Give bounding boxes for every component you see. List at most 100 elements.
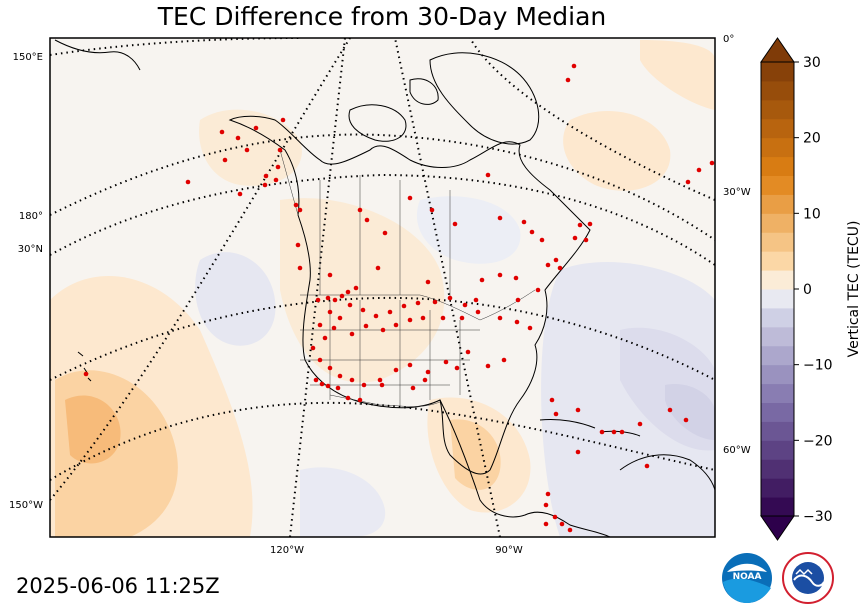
station-marker <box>552 514 558 520</box>
station-marker <box>345 289 351 295</box>
station-marker <box>273 177 279 183</box>
station-marker <box>575 449 581 455</box>
station-marker <box>375 265 381 271</box>
lat-label-30n: 30°N <box>18 244 43 255</box>
station-marker <box>465 349 471 355</box>
station-marker <box>587 221 593 227</box>
station-marker <box>293 202 299 208</box>
station-marker <box>277 147 283 153</box>
station-marker <box>235 135 241 141</box>
station-marker <box>443 359 449 365</box>
south-america-coastline <box>619 454 715 491</box>
station-marker <box>571 63 577 69</box>
lon-label-180: 180° <box>19 211 43 222</box>
station-marker <box>473 297 479 303</box>
station-marker <box>485 172 491 178</box>
station-marker <box>347 302 353 308</box>
colorbar-tick-label: −20 <box>803 433 833 449</box>
state-lines <box>300 300 480 408</box>
nws-logo <box>782 552 834 604</box>
station-marker <box>521 219 527 225</box>
station-marker <box>393 322 399 328</box>
station-marker <box>527 325 533 331</box>
station-marker <box>317 357 323 363</box>
station-marker <box>349 331 355 337</box>
station-marker <box>332 297 338 303</box>
lon-label-0: 0° <box>723 34 734 45</box>
colorbar-segment <box>761 289 794 309</box>
station-marker <box>514 319 520 325</box>
station-marker <box>545 262 551 268</box>
station-marker <box>425 279 431 285</box>
station-marker <box>497 215 503 221</box>
colorbar-tick-label: 30 <box>803 55 821 71</box>
station-marker <box>565 77 571 83</box>
colorbar-segment <box>761 459 794 479</box>
gnss-stations <box>83 63 715 533</box>
colorbar-tick-label: 0 <box>803 282 812 298</box>
colorbar-extend-max <box>760 37 795 63</box>
station-marker <box>319 381 325 387</box>
tec-region-positive <box>280 198 445 383</box>
colorbar-tick-label: −10 <box>803 358 833 374</box>
station-marker <box>575 407 581 413</box>
station-marker <box>420 315 426 321</box>
station-marker <box>380 327 386 333</box>
tec-region-negative <box>195 252 276 346</box>
station-marker <box>440 315 446 321</box>
north-america-coastline <box>228 115 591 475</box>
station-marker <box>475 309 481 315</box>
station-marker <box>83 371 89 377</box>
station-marker <box>297 207 303 213</box>
station-marker <box>462 302 468 308</box>
station-marker <box>185 179 191 185</box>
colorbar-segment <box>761 402 794 422</box>
station-marker <box>237 191 243 197</box>
station-marker <box>315 297 321 303</box>
colorbar-segment <box>761 213 794 233</box>
tec-region-negative <box>300 467 386 537</box>
tec-field <box>50 40 715 537</box>
station-marker <box>485 363 491 369</box>
colorbar: 30 20 10 0 −10 −20 −30 <box>760 37 833 541</box>
colorbar-tick-label: −30 <box>803 509 833 525</box>
station-marker <box>559 521 565 527</box>
colorbar-segment <box>761 62 794 82</box>
colorbar-segment <box>761 364 794 385</box>
colorbar-segment <box>761 270 794 290</box>
station-marker <box>349 377 355 383</box>
station-marker <box>619 429 625 435</box>
station-marker <box>599 429 605 435</box>
station-marker <box>447 295 453 301</box>
colorbar-segment <box>761 307 794 328</box>
chart-title: TEC Difference from 30-Day Median <box>157 2 607 31</box>
station-marker <box>297 265 303 271</box>
station-marker <box>280 117 286 123</box>
timestamp: 2025-06-06 11:25Z <box>16 574 220 598</box>
station-marker <box>322 335 328 341</box>
station-marker <box>337 315 343 321</box>
colorbar-segment <box>761 251 794 271</box>
station-marker <box>379 382 385 388</box>
station-marker <box>263 173 269 179</box>
station-marker <box>377 377 383 383</box>
lon-label-150w: 150°W <box>9 500 43 511</box>
station-marker <box>407 362 413 368</box>
station-marker <box>327 309 333 315</box>
lon-label-120w: 120°W <box>270 545 304 556</box>
station-marker <box>529 229 535 235</box>
station-marker <box>553 257 559 263</box>
station-marker <box>335 385 341 391</box>
station-marker <box>357 207 363 213</box>
station-marker <box>407 317 413 323</box>
station-marker <box>644 463 650 469</box>
station-marker <box>325 383 331 389</box>
station-marker <box>363 323 369 329</box>
station-marker <box>535 287 541 293</box>
station-marker <box>432 299 438 305</box>
colorbar-extend-min <box>760 515 795 541</box>
station-marker <box>262 182 268 188</box>
station-marker <box>415 300 421 306</box>
station-marker <box>553 411 559 417</box>
colorbar-tick-label: 20 <box>803 131 821 147</box>
